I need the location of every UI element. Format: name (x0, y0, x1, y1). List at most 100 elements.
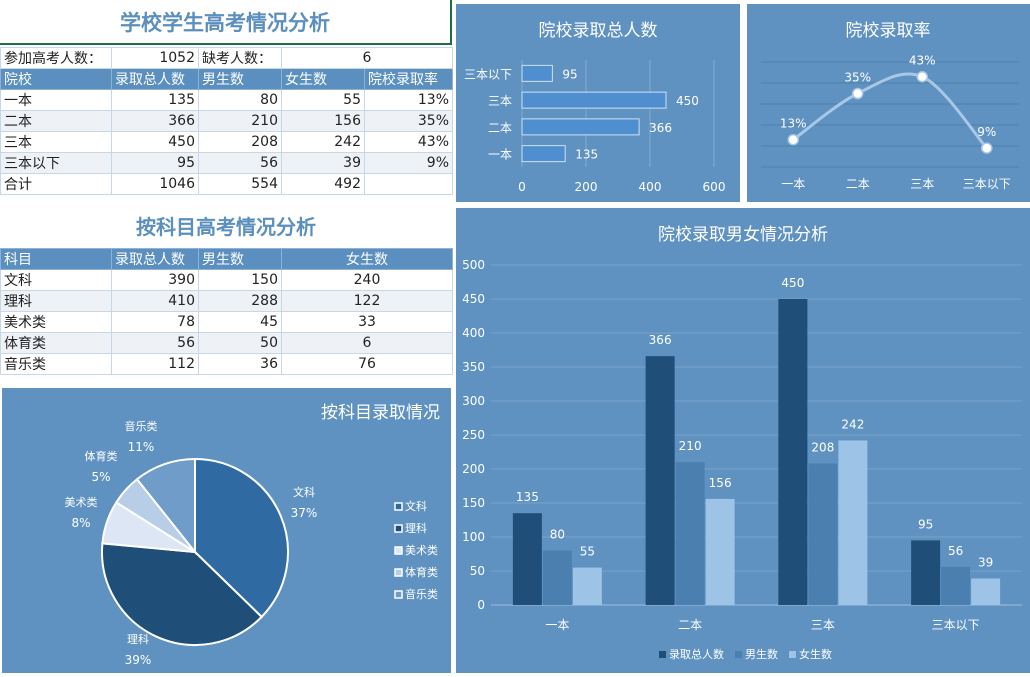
table-row: 文科 390 150 240 (0, 269, 453, 291)
table-cell[interactable]: 三本 (0, 131, 112, 153)
column-header[interactable]: 男生数 (198, 68, 282, 90)
exam-summary-row: 参加高考人数： 1052 缺考人数： 6 (0, 47, 454, 69)
gender-admission-chart: 院校录取男女情况分析 0 50 100 150 200 250 300 350 400 450 500… (462, 225, 1022, 661)
legend-swatch (394, 524, 403, 533)
table-cell[interactable]: 55 (281, 89, 365, 111)
bar-女生数-一本[interactable] (572, 567, 602, 605)
table-cell[interactable]: 135 (111, 89, 199, 111)
rate-point-一本[interactable] (787, 133, 799, 146)
table-cell[interactable]: 208 (198, 131, 282, 153)
bar-一本[interactable] (521, 145, 566, 163)
rate-point-三本以下[interactable] (981, 142, 993, 154)
table-cell[interactable]: 78 (111, 311, 199, 333)
bar-男生数-三本以下[interactable] (941, 566, 971, 605)
table-cell[interactable]: 35% (363, 110, 454, 132)
bar-录取总人数-三本以下[interactable] (911, 540, 941, 605)
column-header[interactable]: 男生数 (198, 248, 282, 270)
column-header[interactable]: 院校 (0, 68, 112, 90)
bar-三本以下[interactable] (521, 64, 553, 82)
bar-录取总人数-二本[interactable] (645, 356, 675, 605)
table-cell[interactable]: 240 (281, 269, 453, 291)
table-cell[interactable]: 112 (111, 353, 199, 375)
chart-title: 院校录取率 (846, 21, 931, 41)
table-cell[interactable]: 150 (198, 269, 282, 291)
legend-swatch (394, 502, 403, 511)
slice-percent-label: 8% (71, 516, 90, 530)
table-cell[interactable]: 156 (281, 110, 365, 132)
rate-line (792, 72, 988, 150)
table-cell[interactable]: 43% (363, 131, 454, 153)
bar-女生数-三本[interactable] (838, 440, 868, 605)
table-cell[interactable]: 音乐类 (0, 353, 112, 375)
pie-slice-文科[interactable] (194, 457, 289, 619)
bar-女生数-二本[interactable] (705, 498, 735, 605)
table-cell[interactable]: 210 (198, 110, 282, 132)
table-cell[interactable]: 一本 (0, 89, 112, 111)
exam-takers-value[interactable]: 1052 (111, 47, 199, 69)
table-cell[interactable]: 39 (281, 152, 365, 174)
table-cell[interactable]: 合计 (0, 173, 112, 195)
pie-slice-理科[interactable] (101, 542, 264, 646)
bar-二本[interactable] (521, 118, 640, 136)
bar-女生数-三本以下[interactable] (971, 578, 1001, 605)
table-cell[interactable]: 122 (281, 290, 453, 312)
table-cell[interactable]: 36 (198, 353, 282, 375)
pie-slice-音乐类[interactable] (135, 457, 196, 555)
table-cell[interactable]: 95 (111, 152, 199, 174)
table-cell[interactable]: 13% (363, 89, 454, 111)
data-label: 450 (676, 94, 699, 108)
absent-value[interactable]: 6 (280, 47, 454, 69)
table-cell[interactable]: 410 (111, 290, 199, 312)
table-cell[interactable]: 390 (111, 269, 199, 291)
legend-label: 录取总人数 (669, 647, 724, 661)
table-cell[interactable]: 9% (363, 152, 454, 174)
legend-label: 体育类 (405, 565, 438, 579)
y-tick-label: 三本 (488, 94, 512, 108)
table-cell[interactable]: 450 (111, 131, 199, 153)
column-header[interactable]: 女生数 (281, 248, 453, 270)
table-cell[interactable]: 6 (281, 332, 453, 354)
table-cell[interactable]: 文科 (0, 269, 112, 291)
column-header[interactable]: 科目 (0, 248, 112, 270)
table-cell[interactable]: 56 (198, 152, 282, 174)
table-cell[interactable]: 33 (281, 311, 453, 333)
admission-rate-panel: 院校录取率 13% 一本 35% 二本 43% 三本 9% 三本以下 (747, 4, 1030, 202)
bar-录取总人数-三本[interactable] (778, 299, 808, 605)
x-tick-label: 400 (639, 180, 662, 194)
table-cell[interactable]: 76 (281, 353, 453, 375)
table-cell[interactable]: 1046 (111, 173, 199, 195)
subject-pie-chart: 按科目录取情况文科37%理科39%美术类8%体育类5%音乐类11%文科理科美术类… (65, 403, 441, 667)
column-header[interactable]: 录取总人数 (111, 68, 199, 90)
table-cell[interactable]: 三本以下 (0, 152, 112, 174)
column-header[interactable]: 院校录取率 (363, 68, 454, 90)
bar-男生数-一本[interactable] (542, 550, 572, 605)
table-cell[interactable]: 56 (111, 332, 199, 354)
column-header[interactable]: 录取总人数 (111, 248, 199, 270)
table-cell[interactable]: 二本 (0, 110, 112, 132)
table-cell[interactable]: 366 (111, 110, 199, 132)
data-label: 95 (918, 517, 933, 531)
bar-男生数-三本[interactable] (808, 463, 838, 605)
y-tick-label: 500 (462, 258, 485, 272)
table-cell[interactable]: 288 (198, 290, 282, 312)
table-cell[interactable]: 80 (198, 89, 282, 111)
table-cell[interactable]: 理科 (0, 290, 112, 312)
table-cell[interactable]: 45 (198, 311, 282, 333)
table-cell[interactable]: 美术类 (0, 311, 112, 333)
rate-point-三本[interactable] (916, 70, 928, 83)
bar-三本[interactable] (521, 91, 667, 109)
bar-录取总人数-一本[interactable] (512, 513, 542, 605)
table-cell[interactable]: 554 (198, 173, 282, 195)
data-label: 210 (679, 439, 702, 453)
data-label: 39 (978, 555, 993, 569)
y-tick-label: 100 (462, 530, 485, 544)
table-cell[interactable] (363, 173, 454, 195)
table-cell[interactable]: 492 (281, 173, 365, 195)
bar-男生数-二本[interactable] (675, 462, 705, 605)
table-cell[interactable]: 242 (281, 131, 365, 153)
column-header[interactable]: 女生数 (281, 68, 365, 90)
table-cell[interactable]: 50 (198, 332, 282, 354)
table-cell[interactable]: 体育类 (0, 332, 112, 354)
legend-label: 理科 (405, 521, 427, 535)
rate-point-二本[interactable] (852, 87, 864, 100)
